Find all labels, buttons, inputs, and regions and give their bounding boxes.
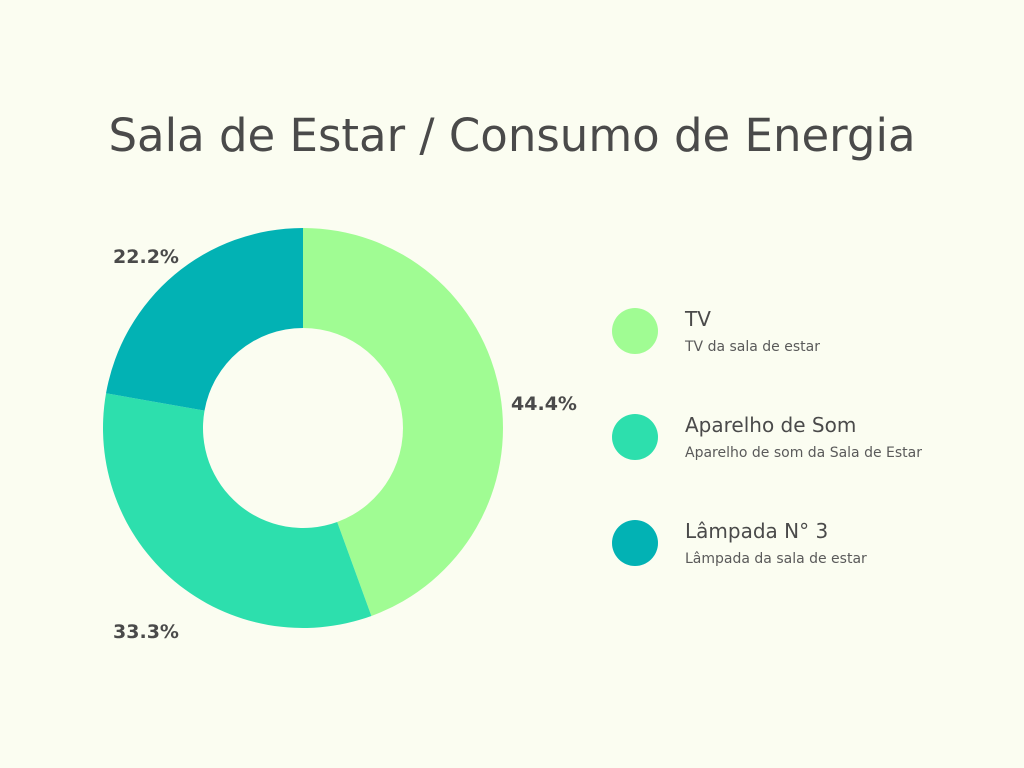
legend-label-lampada-n3: Lâmpada N° 3 [685,519,829,543]
legend-item-tv: TV TV da sala de estar [612,300,1012,406]
pct-label-lampada-n3: 22.2% [113,246,179,268]
legend-item-lampada-n3: Lâmpada N° 3 Lâmpada da sala de estar [612,512,1012,618]
pct-label-tv: 44.4% [511,393,577,415]
slice-aparelho-de-som [102,393,372,628]
slice-tv [303,228,503,616]
legend: TV TV da sala de estar Aparelho de Som A… [612,300,1012,618]
legend-desc-tv: TV da sala de estar [685,339,820,355]
legend-label-aparelho-de-som: Aparelho de Som [685,413,857,437]
chart-title: Sala de Estar / Consumo de Energia [108,109,916,162]
pct-label-aparelho-de-som: 33.3% [113,621,179,643]
legend-desc-lampada-n3: Lâmpada da sala de estar [685,551,867,567]
slice-lampada-n3 [106,228,303,411]
legend-desc-aparelho-de-som: Aparelho de som da Sala de Estar [685,445,922,461]
legend-swatch-tv [612,308,658,354]
legend-label-tv: TV [685,307,711,331]
legend-item-aparelho-de-som: Aparelho de Som Aparelho de som da Sala … [612,406,1012,512]
legend-swatch-aparelho-de-som [612,414,658,460]
legend-swatch-lampada-n3 [612,520,658,566]
